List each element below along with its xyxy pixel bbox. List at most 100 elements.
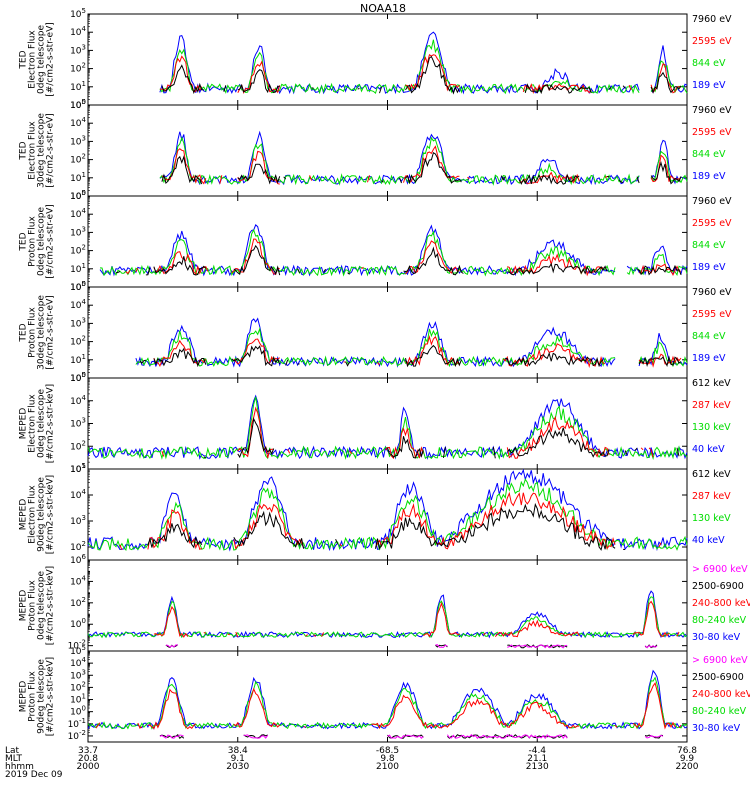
legend-entry: 2595 eV xyxy=(692,127,732,138)
y-axis-label: MEPEDElectron Flux90deg telescope[#/cm2-… xyxy=(19,475,56,554)
legend-entry: 40 keV xyxy=(692,535,725,546)
y-tick-label: 105 xyxy=(70,462,86,475)
y-tick-label: 104 xyxy=(70,574,86,587)
chart-title: NOAA18 xyxy=(360,2,406,15)
y-tick-label: 103 xyxy=(70,134,86,147)
legend-entry: 612 keV xyxy=(692,469,731,480)
y-tick-label: 102 xyxy=(70,244,86,257)
legend-entry: 7960 eV xyxy=(692,287,732,298)
legend-entry: > 6900 keV xyxy=(692,564,748,575)
footer-tick-value: 2200 xyxy=(676,762,699,772)
footer-row-label: 2019 Dec 09 xyxy=(5,770,63,780)
y-tick-label: 101 xyxy=(70,693,86,706)
y-axis-label: TEDProton Flux30deg telescope[#/cm2-s-st… xyxy=(19,295,56,370)
legend-entry: 189 eV xyxy=(692,353,726,364)
panel-frame xyxy=(88,469,687,560)
y-tick-label: 10-2 xyxy=(68,729,86,742)
panel-frame xyxy=(88,560,687,651)
legend-entry: 844 eV xyxy=(692,149,726,160)
footer-tick-value: 2030 xyxy=(226,762,249,772)
y-tick-label: 101 xyxy=(70,262,86,275)
legend-entry: 844 eV xyxy=(692,58,726,69)
legend-entry: 2595 eV xyxy=(692,36,732,47)
legend-entry: 7960 eV xyxy=(692,196,732,207)
y-tick-label: 103 xyxy=(70,43,86,56)
footer-tick-value: 2000 xyxy=(77,762,100,772)
y-axis-label: MEPEDProton Flux0deg telescope[#/cm2-s-s… xyxy=(19,566,56,645)
y-tick-label: 104 xyxy=(70,207,86,220)
series-green xyxy=(88,678,687,729)
legend-entry: 2595 eV xyxy=(692,218,732,229)
y-axis-label: MEPEDProton Flux90deg telescope[#/cm2-s-… xyxy=(19,657,56,736)
legend-entry: 287 keV xyxy=(692,400,731,411)
y-tick-label: 102 xyxy=(70,153,86,166)
y-tick-label: 101 xyxy=(70,353,86,366)
y-tick-label: 104 xyxy=(70,298,86,311)
y-axis-label: TEDElectron Flux0deg telescope[#/cm2-s-s… xyxy=(19,22,56,97)
legend-entry: 40 keV xyxy=(692,444,725,455)
legend-entry: 612 keV xyxy=(692,378,731,389)
legend-entry: 240-800 keV xyxy=(692,689,750,700)
legend-entry: 287 keV xyxy=(692,491,731,502)
y-tick-label: 100 xyxy=(70,617,86,630)
y-axis-label: MEPEDElectron Flux0deg telescope[#/cm2-s… xyxy=(19,384,56,463)
series-blue xyxy=(136,319,687,367)
legend-entry: 189 eV xyxy=(692,262,726,273)
series-magenta xyxy=(166,645,657,648)
legend-entry: 189 eV xyxy=(692,80,726,91)
y-tick-label: 102 xyxy=(70,540,86,553)
y-tick-label: 102 xyxy=(70,439,86,452)
y-tick-label: 104 xyxy=(70,116,86,129)
legend-entry: 30-80 keV xyxy=(692,723,741,734)
y-tick-label: 105 xyxy=(70,280,86,293)
series-black xyxy=(166,645,657,648)
legend-entry: > 6900 keV xyxy=(692,655,748,666)
y-tick-label: 105 xyxy=(70,98,86,111)
legend-entry: 7960 eV xyxy=(692,14,732,25)
legend-entry: 240-800 keV xyxy=(692,598,750,609)
legend-entry: 130 keV xyxy=(692,513,731,524)
footer-tick-value: 2130 xyxy=(526,762,549,772)
y-tick-label: 104 xyxy=(70,488,86,501)
footer-tick-value: 2100 xyxy=(376,762,399,772)
y-tick-label: 103 xyxy=(70,417,86,430)
y-axis-label: TEDElectron Flux30deg telescope[#/cm2-s-… xyxy=(19,113,56,188)
y-tick-label: 103 xyxy=(70,668,86,681)
y-tick-label: 102 xyxy=(70,596,86,609)
series-green xyxy=(88,597,687,638)
series-black xyxy=(148,505,687,550)
legend-entry: 2500-6900 xyxy=(692,672,744,683)
y-tick-label: 105 xyxy=(70,371,86,384)
legend-entry: 2595 eV xyxy=(692,309,732,320)
legend-entry: 844 eV xyxy=(692,331,726,342)
y-tick-label: 102 xyxy=(70,680,86,693)
legend-entry: 7960 eV xyxy=(692,105,732,116)
panel-frame xyxy=(88,287,687,378)
y-tick-label: 103 xyxy=(70,225,86,238)
series-blue xyxy=(100,225,687,275)
panel-6: 102 103 104 105 MEPEDElectron Flux90deg tele… xyxy=(19,462,732,560)
legend-entry: 189 eV xyxy=(692,171,726,182)
y-tick-label: 102 xyxy=(70,62,86,75)
y-tick-label: 103 xyxy=(70,514,86,527)
series-magenta xyxy=(160,735,663,739)
y-tick-label: 104 xyxy=(70,656,86,669)
series-blue xyxy=(88,591,687,637)
y-tick-label: 105 xyxy=(70,189,86,202)
legend-entry: 30-80 keV xyxy=(692,632,741,643)
legend-entry: 80-240 keV xyxy=(692,615,747,626)
y-tick-label: 106 xyxy=(70,553,86,566)
y-tick-label: 103 xyxy=(70,316,86,329)
series-black xyxy=(204,419,679,458)
y-tick-label: 10-1 xyxy=(68,717,86,730)
legend-entry: 2500-6900 xyxy=(692,581,744,592)
legend-entry: 844 eV xyxy=(692,240,726,251)
